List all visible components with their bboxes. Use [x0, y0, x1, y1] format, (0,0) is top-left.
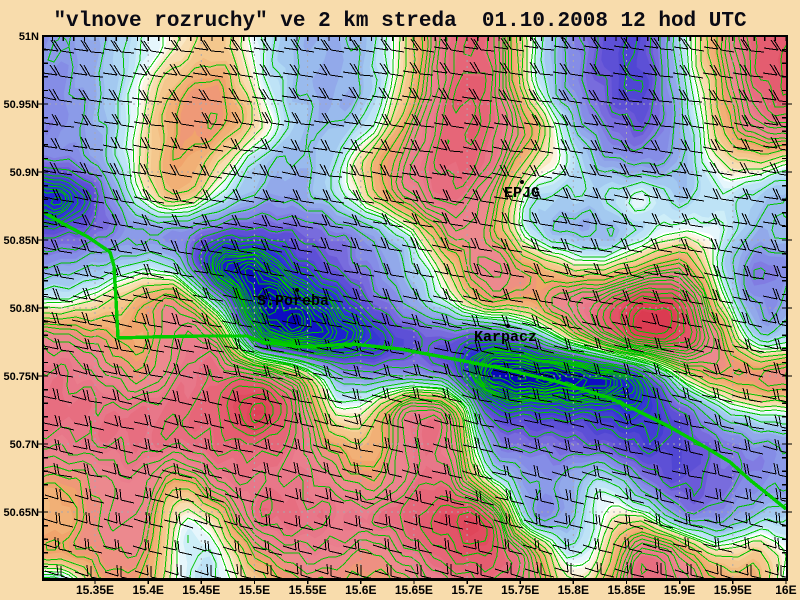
- svg-text:16E: 16E: [775, 583, 796, 597]
- svg-text:50.9N: 50.9N: [10, 167, 39, 179]
- svg-text:Karpacz: Karpacz: [474, 329, 537, 346]
- svg-text:15.6E: 15.6E: [345, 583, 376, 597]
- svg-text:15.75E: 15.75E: [501, 583, 539, 597]
- svg-text:50.8N: 50.8N: [10, 303, 39, 315]
- svg-text:50.7N: 50.7N: [10, 439, 39, 451]
- svg-text:15.85E: 15.85E: [607, 583, 645, 597]
- svg-text:15.5E: 15.5E: [239, 583, 270, 597]
- svg-text:15.55E: 15.55E: [289, 583, 327, 597]
- svg-text:50.85N: 50.85N: [4, 235, 40, 247]
- svg-text:15.65E: 15.65E: [395, 583, 433, 597]
- svg-text:15.95E: 15.95E: [714, 583, 752, 597]
- svg-text:50.95N: 50.95N: [4, 99, 40, 111]
- svg-text:15.35E: 15.35E: [76, 583, 114, 597]
- svg-text:EPJG: EPJG: [504, 185, 540, 202]
- svg-text:15.7E: 15.7E: [451, 583, 482, 597]
- svg-text:51N: 51N: [19, 31, 39, 43]
- svg-text:"vlnove rozruchy" ve 2 km stre: "vlnove rozruchy" ve 2 km streda 01.10.2…: [53, 10, 747, 33]
- svg-text:50.65N: 50.65N: [4, 507, 40, 519]
- svg-text:15.8E: 15.8E: [558, 583, 589, 597]
- svg-text:15.4E: 15.4E: [133, 583, 164, 597]
- svg-text:S.Poreba: S.Poreba: [257, 293, 329, 310]
- svg-text:50.75N: 50.75N: [4, 371, 40, 383]
- svg-text:15.9E: 15.9E: [664, 583, 695, 597]
- svg-text:15.45E: 15.45E: [182, 583, 220, 597]
